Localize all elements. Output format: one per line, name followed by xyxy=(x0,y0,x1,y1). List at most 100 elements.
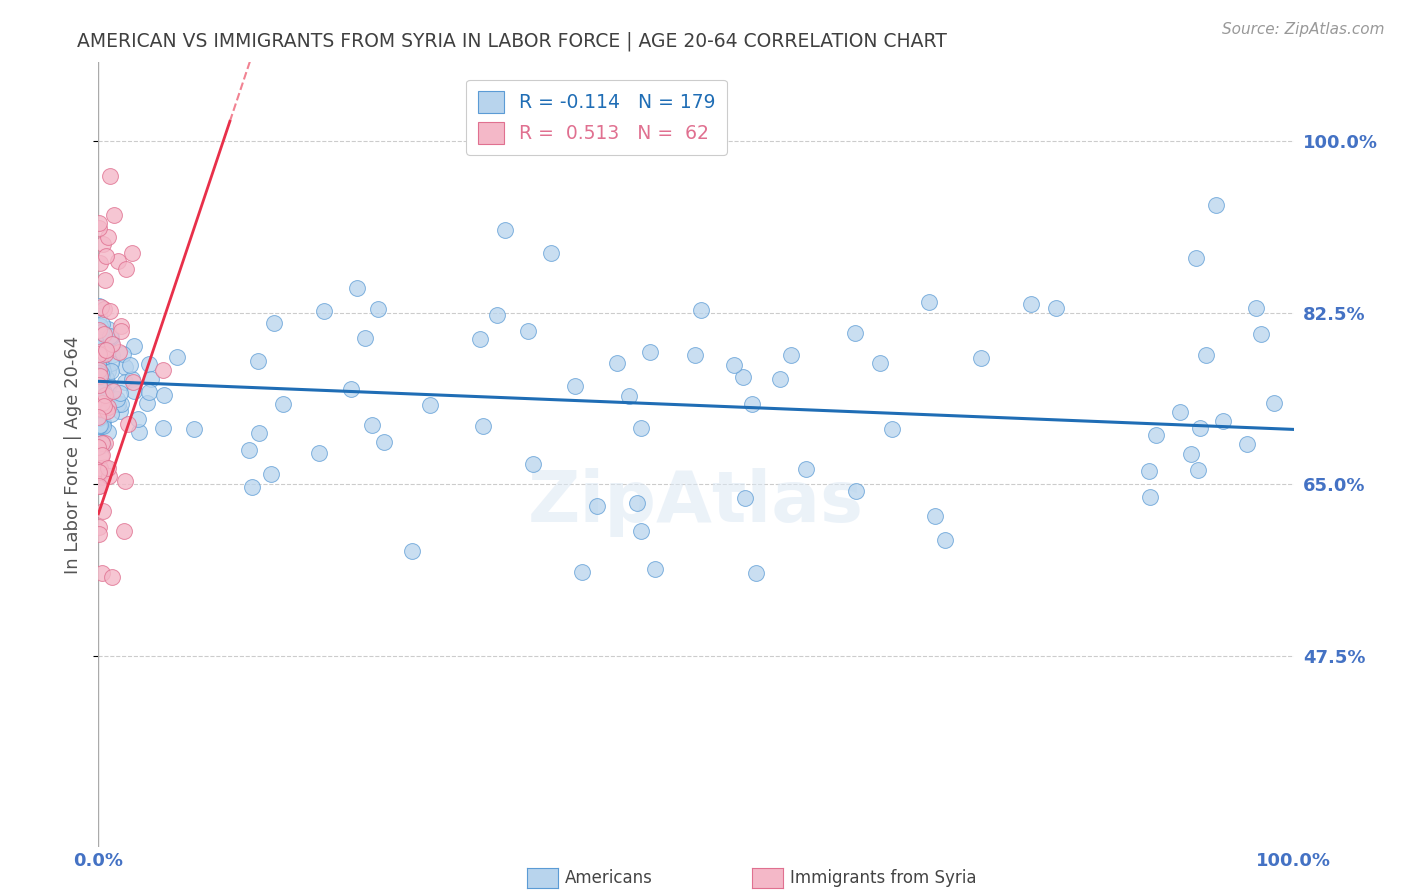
Point xyxy=(741,397,763,411)
Point xyxy=(564,379,586,393)
Point xyxy=(91,566,114,580)
Point xyxy=(138,357,160,371)
Point xyxy=(845,483,868,498)
Point xyxy=(91,438,114,452)
Point xyxy=(122,339,145,353)
Point xyxy=(101,337,124,351)
Point xyxy=(87,378,110,392)
Point xyxy=(494,222,516,236)
Point xyxy=(96,371,118,385)
Point xyxy=(90,435,112,450)
Y-axis label: In Labor Force | Age 20-64: In Labor Force | Age 20-64 xyxy=(65,335,83,574)
Point xyxy=(87,380,110,394)
Point xyxy=(91,404,114,418)
Point xyxy=(97,400,120,414)
Point xyxy=(1236,436,1258,450)
Point xyxy=(93,385,115,400)
Point xyxy=(638,345,661,359)
Point xyxy=(100,364,122,378)
Point xyxy=(969,351,991,366)
Point xyxy=(1045,301,1067,316)
Point xyxy=(90,359,112,374)
Point xyxy=(263,316,285,330)
Point xyxy=(373,434,395,449)
Point xyxy=(91,435,114,450)
Point xyxy=(314,304,336,318)
Point xyxy=(723,358,745,372)
Point xyxy=(87,399,110,413)
Point xyxy=(87,466,110,480)
Point xyxy=(152,421,174,435)
Point xyxy=(87,366,110,380)
Point xyxy=(90,366,112,380)
Point xyxy=(87,369,110,384)
Point xyxy=(90,418,112,433)
Point xyxy=(87,365,110,379)
Point xyxy=(419,398,441,412)
Point xyxy=(87,309,110,323)
Point xyxy=(90,339,112,353)
Point xyxy=(90,368,112,382)
Point xyxy=(339,383,361,397)
Point xyxy=(87,421,110,435)
Point xyxy=(1019,297,1042,311)
Point xyxy=(87,379,110,393)
Point xyxy=(89,396,111,410)
Point xyxy=(734,491,756,505)
Point xyxy=(238,443,260,458)
Point xyxy=(97,425,120,439)
Point xyxy=(87,363,110,377)
Point xyxy=(90,378,112,392)
Point xyxy=(1139,490,1161,504)
Point xyxy=(153,388,176,402)
Point xyxy=(121,372,143,386)
Point xyxy=(87,440,110,454)
Point xyxy=(1187,462,1209,476)
Point xyxy=(87,409,110,423)
Point xyxy=(1205,197,1227,211)
Point xyxy=(1137,464,1160,478)
Point xyxy=(112,347,135,361)
Legend: R = -0.114   N = 179, R =  0.513   N =  62: R = -0.114 N = 179, R = 0.513 N = 62 xyxy=(467,79,727,155)
Point xyxy=(87,386,110,401)
Point xyxy=(90,396,112,410)
Point xyxy=(90,368,112,383)
Point xyxy=(517,324,540,338)
Point xyxy=(571,566,593,580)
Point xyxy=(101,570,124,584)
Point xyxy=(122,375,145,389)
Point xyxy=(89,417,111,432)
Point xyxy=(87,471,110,485)
Point xyxy=(87,527,110,541)
Point xyxy=(89,348,111,362)
Point xyxy=(934,533,956,548)
Point xyxy=(100,407,122,421)
Point xyxy=(90,356,112,370)
Point xyxy=(87,387,110,401)
Point xyxy=(1250,326,1272,341)
Point xyxy=(89,389,111,403)
Point xyxy=(93,273,115,287)
Point xyxy=(87,410,110,425)
Point xyxy=(110,318,132,333)
Point xyxy=(122,384,145,398)
Point xyxy=(89,520,111,534)
Point xyxy=(869,355,891,369)
Point xyxy=(87,439,110,453)
Point xyxy=(683,348,706,362)
Point xyxy=(100,348,122,362)
Point xyxy=(108,403,131,417)
Point xyxy=(97,229,120,244)
Point xyxy=(97,322,120,336)
Point xyxy=(731,370,754,384)
Point xyxy=(90,325,112,339)
Point xyxy=(110,396,132,410)
Point xyxy=(308,446,330,460)
Point xyxy=(91,469,114,483)
Point xyxy=(87,395,110,409)
Point xyxy=(100,169,122,183)
Point xyxy=(1184,251,1206,265)
Point xyxy=(1188,421,1211,435)
Point xyxy=(87,216,110,230)
Point xyxy=(152,363,174,377)
